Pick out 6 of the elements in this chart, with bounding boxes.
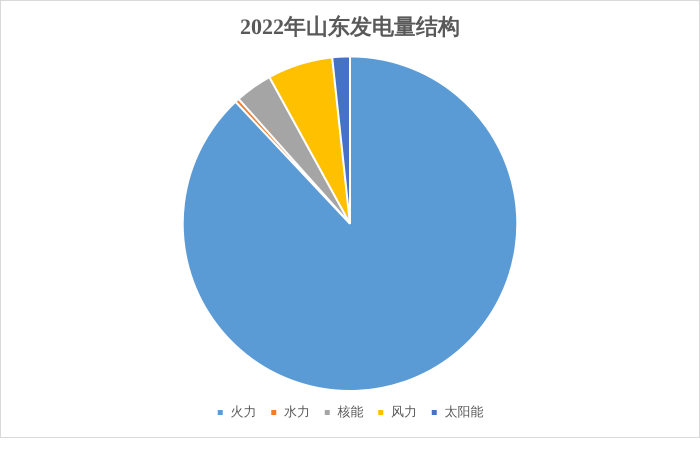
legend-label: 太阳能 bbox=[444, 404, 484, 420]
legend-label: 风力 bbox=[390, 404, 417, 420]
legend-label: 水力 bbox=[284, 404, 310, 420]
legend-label: 火力 bbox=[230, 404, 256, 420]
chart-title: 2022年山东发电量结构 bbox=[240, 14, 460, 39]
legend-label: 核能 bbox=[336, 404, 364, 420]
